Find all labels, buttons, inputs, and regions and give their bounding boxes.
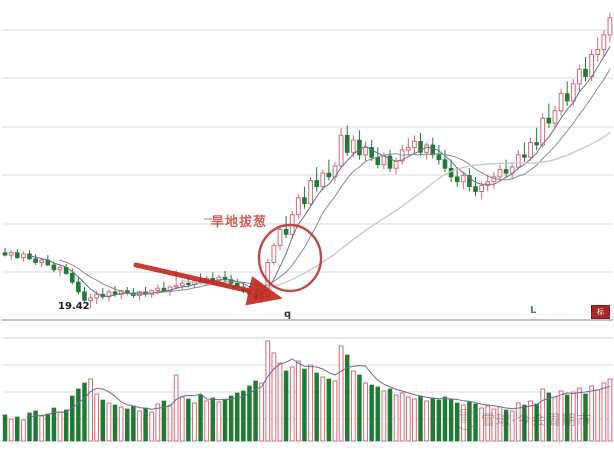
corner-badge: 标	[591, 305, 610, 319]
price-low-value-label: 19.42	[58, 301, 90, 312]
callout-label-hanglocaochong: 旱地拔葱	[211, 215, 268, 230]
price-candles	[2, 12, 613, 309]
corner-badge-label: 标	[597, 308, 604, 316]
highlight-ellipse	[257, 223, 323, 293]
x-axis-marker-q: q	[284, 309, 292, 320]
trend-arrow	[133, 262, 283, 306]
x-axis-marker-l: L	[530, 305, 537, 316]
volume-bars	[2, 340, 613, 442]
annotation-overlay	[133, 218, 323, 306]
volume-ma-line	[29, 358, 611, 418]
moving-average-lines	[29, 46, 611, 297]
